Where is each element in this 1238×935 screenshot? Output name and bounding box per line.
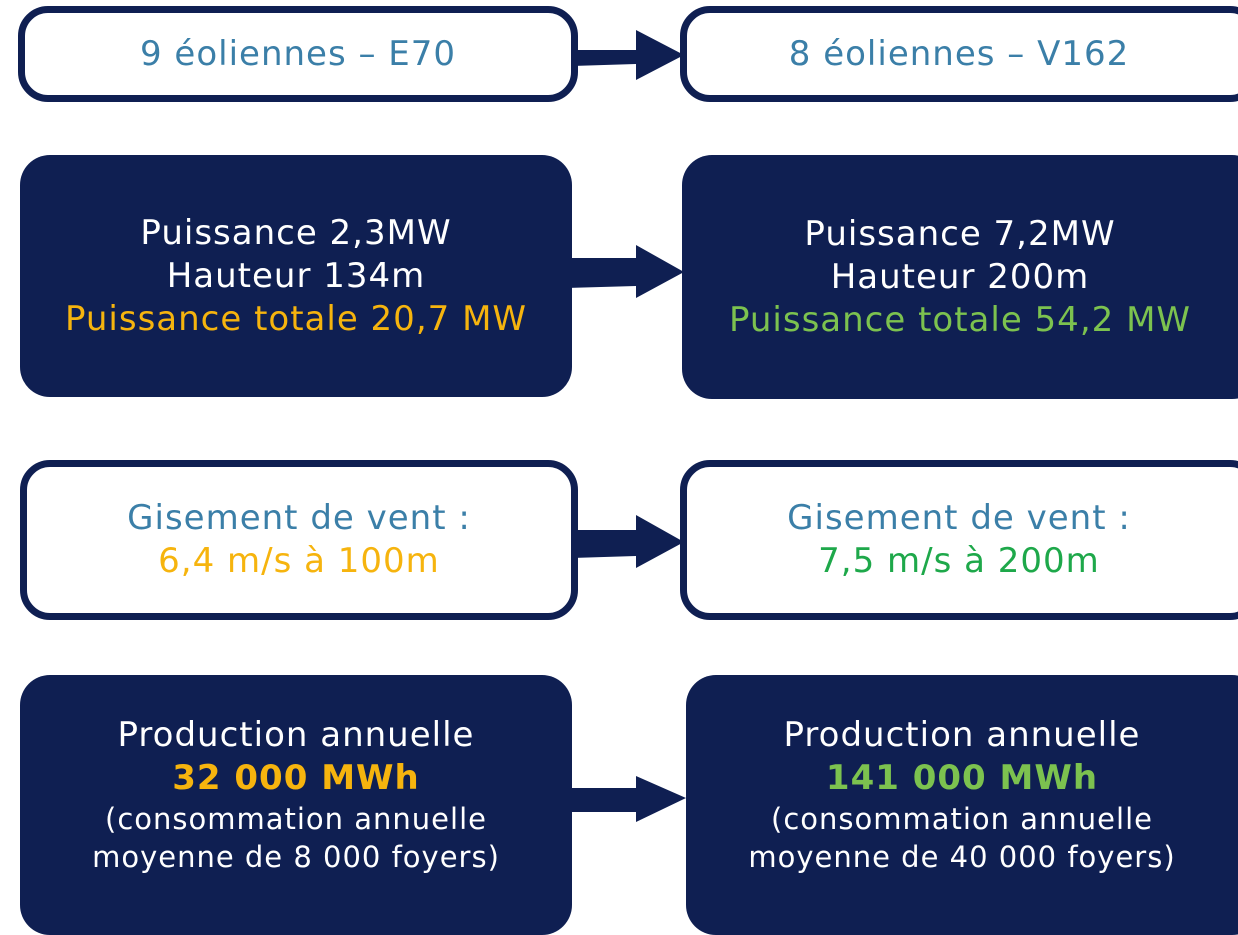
box: 8 éoliennes – V162 <box>680 6 1238 102</box>
box: Production annuelle 32 000 MWh (consomma… <box>20 675 572 935</box>
box: Gisement de vent : 6,4 m/s à 100m <box>20 460 578 620</box>
text: Production annuelle <box>117 715 475 755</box>
text: Puissance totale 54,2 MW <box>728 299 1192 340</box>
text: moyenne de 8 000 foyers) <box>92 840 500 874</box>
page: 9 éoliennes – E70 8 éoliennes – V162 Pui… <box>18 6 1238 935</box>
text: (consommation annuelle <box>105 802 487 836</box>
arrow-group <box>566 30 686 822</box>
text: Gisement de vent : <box>787 498 1131 538</box>
text: (consommation annuelle <box>771 802 1153 836</box>
text: 8 éoliennes – V162 <box>788 33 1130 74</box>
arrow <box>572 515 684 568</box>
arrow <box>566 776 686 822</box>
text: 6,4 m/s à 100m <box>158 541 440 581</box>
text: Production annuelle <box>783 715 1141 755</box>
box: 9 éoliennes – E70 <box>18 6 578 102</box>
text: 7,5 m/s à 200m <box>818 541 1100 581</box>
text: 141 000 MWh <box>825 758 1099 798</box>
text: Puissance 2,3MW <box>140 212 452 253</box>
box: Puissance 7,2MW Hauteur 200m Puissance t… <box>682 155 1238 399</box>
text: 9 éoliennes – E70 <box>139 33 457 74</box>
text: moyenne de 40 000 foyers) <box>748 840 1176 874</box>
text: Hauteur 200m <box>830 256 1090 297</box>
text: Hauteur 134m <box>166 255 426 296</box>
arrow <box>572 30 684 80</box>
arrows <box>566 30 686 822</box>
arrow <box>566 245 684 298</box>
box: Gisement de vent : 7,5 m/s à 200m <box>680 460 1238 620</box>
box: Production annuelle 141 000 MWh (consomm… <box>686 675 1238 935</box>
box: Puissance 2,3MW Hauteur 134m Puissance t… <box>20 155 572 397</box>
text: Gisement de vent : <box>127 498 471 538</box>
text: Puissance 7,2MW <box>804 213 1116 254</box>
text: Puissance totale 20,7 MW <box>64 298 528 339</box>
text: 32 000 MWh <box>172 758 420 798</box>
